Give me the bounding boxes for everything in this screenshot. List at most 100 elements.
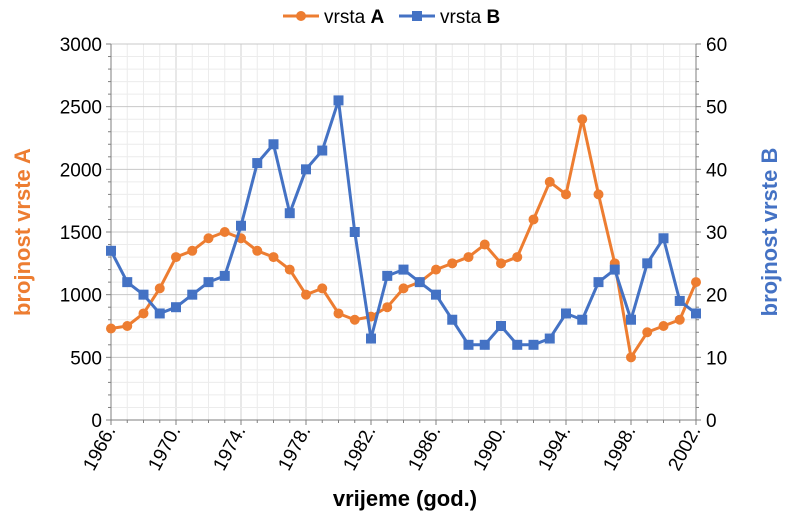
data-point-b bbox=[333, 95, 344, 106]
data-point-a bbox=[171, 252, 181, 263]
x-tick-label: 1998. bbox=[600, 422, 641, 474]
x-tick-label: 1990. bbox=[470, 422, 511, 474]
x-tick-label: 1986. bbox=[405, 422, 446, 474]
data-point-b bbox=[496, 321, 506, 331]
data-point-a bbox=[301, 289, 311, 300]
data-point-a bbox=[431, 264, 441, 275]
data-point-b bbox=[561, 308, 571, 319]
data-point-a bbox=[203, 233, 214, 244]
data-point-b bbox=[463, 339, 474, 350]
data-point-a bbox=[593, 189, 604, 200]
data-point-a bbox=[187, 245, 198, 256]
data-point-a bbox=[496, 258, 506, 269]
data-point-a bbox=[463, 252, 474, 263]
x-axis-label: vrijeme (god.) bbox=[333, 486, 477, 511]
y-tick-label-right: 60 bbox=[706, 35, 727, 56]
x-tick-label: 1970. bbox=[145, 422, 186, 474]
legend-item-a: vrsta A bbox=[283, 7, 384, 28]
data-point-b bbox=[593, 277, 604, 288]
series-layer bbox=[106, 95, 701, 363]
data-point-b bbox=[284, 208, 295, 219]
data-point-b bbox=[626, 314, 636, 325]
series-b bbox=[106, 95, 701, 350]
data-point-a bbox=[284, 264, 295, 275]
data-point-b bbox=[382, 270, 393, 281]
data-point-a bbox=[333, 308, 344, 319]
data-point-b bbox=[479, 339, 490, 350]
legend-b-label: vrsta B bbox=[440, 7, 500, 28]
data-point-b bbox=[252, 158, 263, 169]
data-point-a bbox=[512, 252, 523, 263]
data-point-a bbox=[138, 308, 149, 319]
y-tick-label-left: 500 bbox=[70, 348, 102, 369]
legend: vrsta A vrsta B bbox=[283, 7, 500, 28]
data-point-a bbox=[674, 314, 685, 325]
data-point-a bbox=[447, 258, 458, 269]
data-point-b bbox=[431, 289, 441, 300]
x-tick-label: 1978. bbox=[275, 422, 316, 474]
y-tick-label-left: 1500 bbox=[60, 223, 102, 244]
data-point-b bbox=[691, 308, 701, 319]
data-point-a bbox=[626, 352, 636, 363]
data-point-a bbox=[642, 327, 653, 338]
data-point-a bbox=[544, 176, 555, 187]
data-point-b bbox=[544, 333, 555, 344]
data-point-a bbox=[382, 302, 393, 313]
legend-b-marker bbox=[412, 11, 422, 21]
data-point-b bbox=[512, 339, 523, 350]
x-tick-label: 2002. bbox=[665, 422, 706, 474]
y-axis-label-right: brojnost vrste B bbox=[757, 148, 782, 317]
data-point-b bbox=[301, 164, 311, 175]
data-point-a bbox=[268, 252, 279, 263]
y-axis-label-left: brojnost vrste A bbox=[10, 148, 35, 316]
data-point-a bbox=[154, 283, 165, 294]
data-point-a bbox=[317, 283, 328, 294]
y-tick-label-right: 0 bbox=[706, 411, 717, 432]
data-point-b bbox=[528, 339, 539, 350]
legend-item-b: vrsta B bbox=[399, 7, 500, 28]
y-tick-label-left: 2500 bbox=[60, 98, 102, 119]
legend-a-marker bbox=[296, 11, 306, 21]
data-point-a bbox=[528, 214, 539, 225]
data-point-a bbox=[691, 277, 701, 288]
data-point-a bbox=[561, 189, 571, 200]
data-point-a bbox=[219, 227, 230, 237]
data-point-a bbox=[122, 321, 133, 331]
data-point-b bbox=[577, 314, 588, 325]
data-point-b bbox=[398, 264, 409, 275]
series-a bbox=[106, 114, 701, 363]
y-tick-label-left: 1000 bbox=[60, 286, 102, 307]
y-tick-label-right: 30 bbox=[706, 223, 727, 244]
data-point-a bbox=[398, 283, 409, 294]
legend-a-label: vrsta A bbox=[324, 7, 384, 28]
data-point-b bbox=[203, 277, 214, 288]
y-tick-label-left: 2000 bbox=[60, 160, 102, 181]
data-point-b bbox=[154, 308, 165, 319]
data-point-b bbox=[236, 220, 246, 231]
data-point-b bbox=[447, 314, 458, 325]
y-tick-label-right: 50 bbox=[706, 98, 727, 119]
x-tick-label: 1982. bbox=[340, 422, 381, 474]
data-point-a bbox=[577, 114, 588, 125]
data-point-b bbox=[366, 333, 376, 344]
y-tick-label-right: 20 bbox=[706, 286, 727, 307]
x-tick-label: 1966. bbox=[80, 422, 121, 474]
y-tick-label-left: 0 bbox=[91, 411, 102, 432]
data-point-a bbox=[106, 323, 116, 334]
data-point-b bbox=[658, 233, 669, 244]
y-tick-label-left: 3000 bbox=[60, 35, 102, 56]
data-point-b bbox=[106, 245, 116, 256]
data-point-a bbox=[349, 314, 360, 325]
y-tick-label-right: 40 bbox=[706, 160, 727, 181]
data-point-b bbox=[171, 302, 181, 313]
y-tick-label-right: 10 bbox=[706, 348, 727, 369]
data-point-b bbox=[609, 264, 620, 275]
data-point-b bbox=[349, 227, 360, 237]
data-point-b bbox=[122, 277, 133, 288]
data-point-b bbox=[674, 295, 685, 306]
x-tick-label: 1974. bbox=[210, 422, 251, 474]
data-point-b bbox=[414, 277, 425, 288]
data-point-b bbox=[138, 289, 149, 300]
data-point-b bbox=[268, 139, 279, 150]
